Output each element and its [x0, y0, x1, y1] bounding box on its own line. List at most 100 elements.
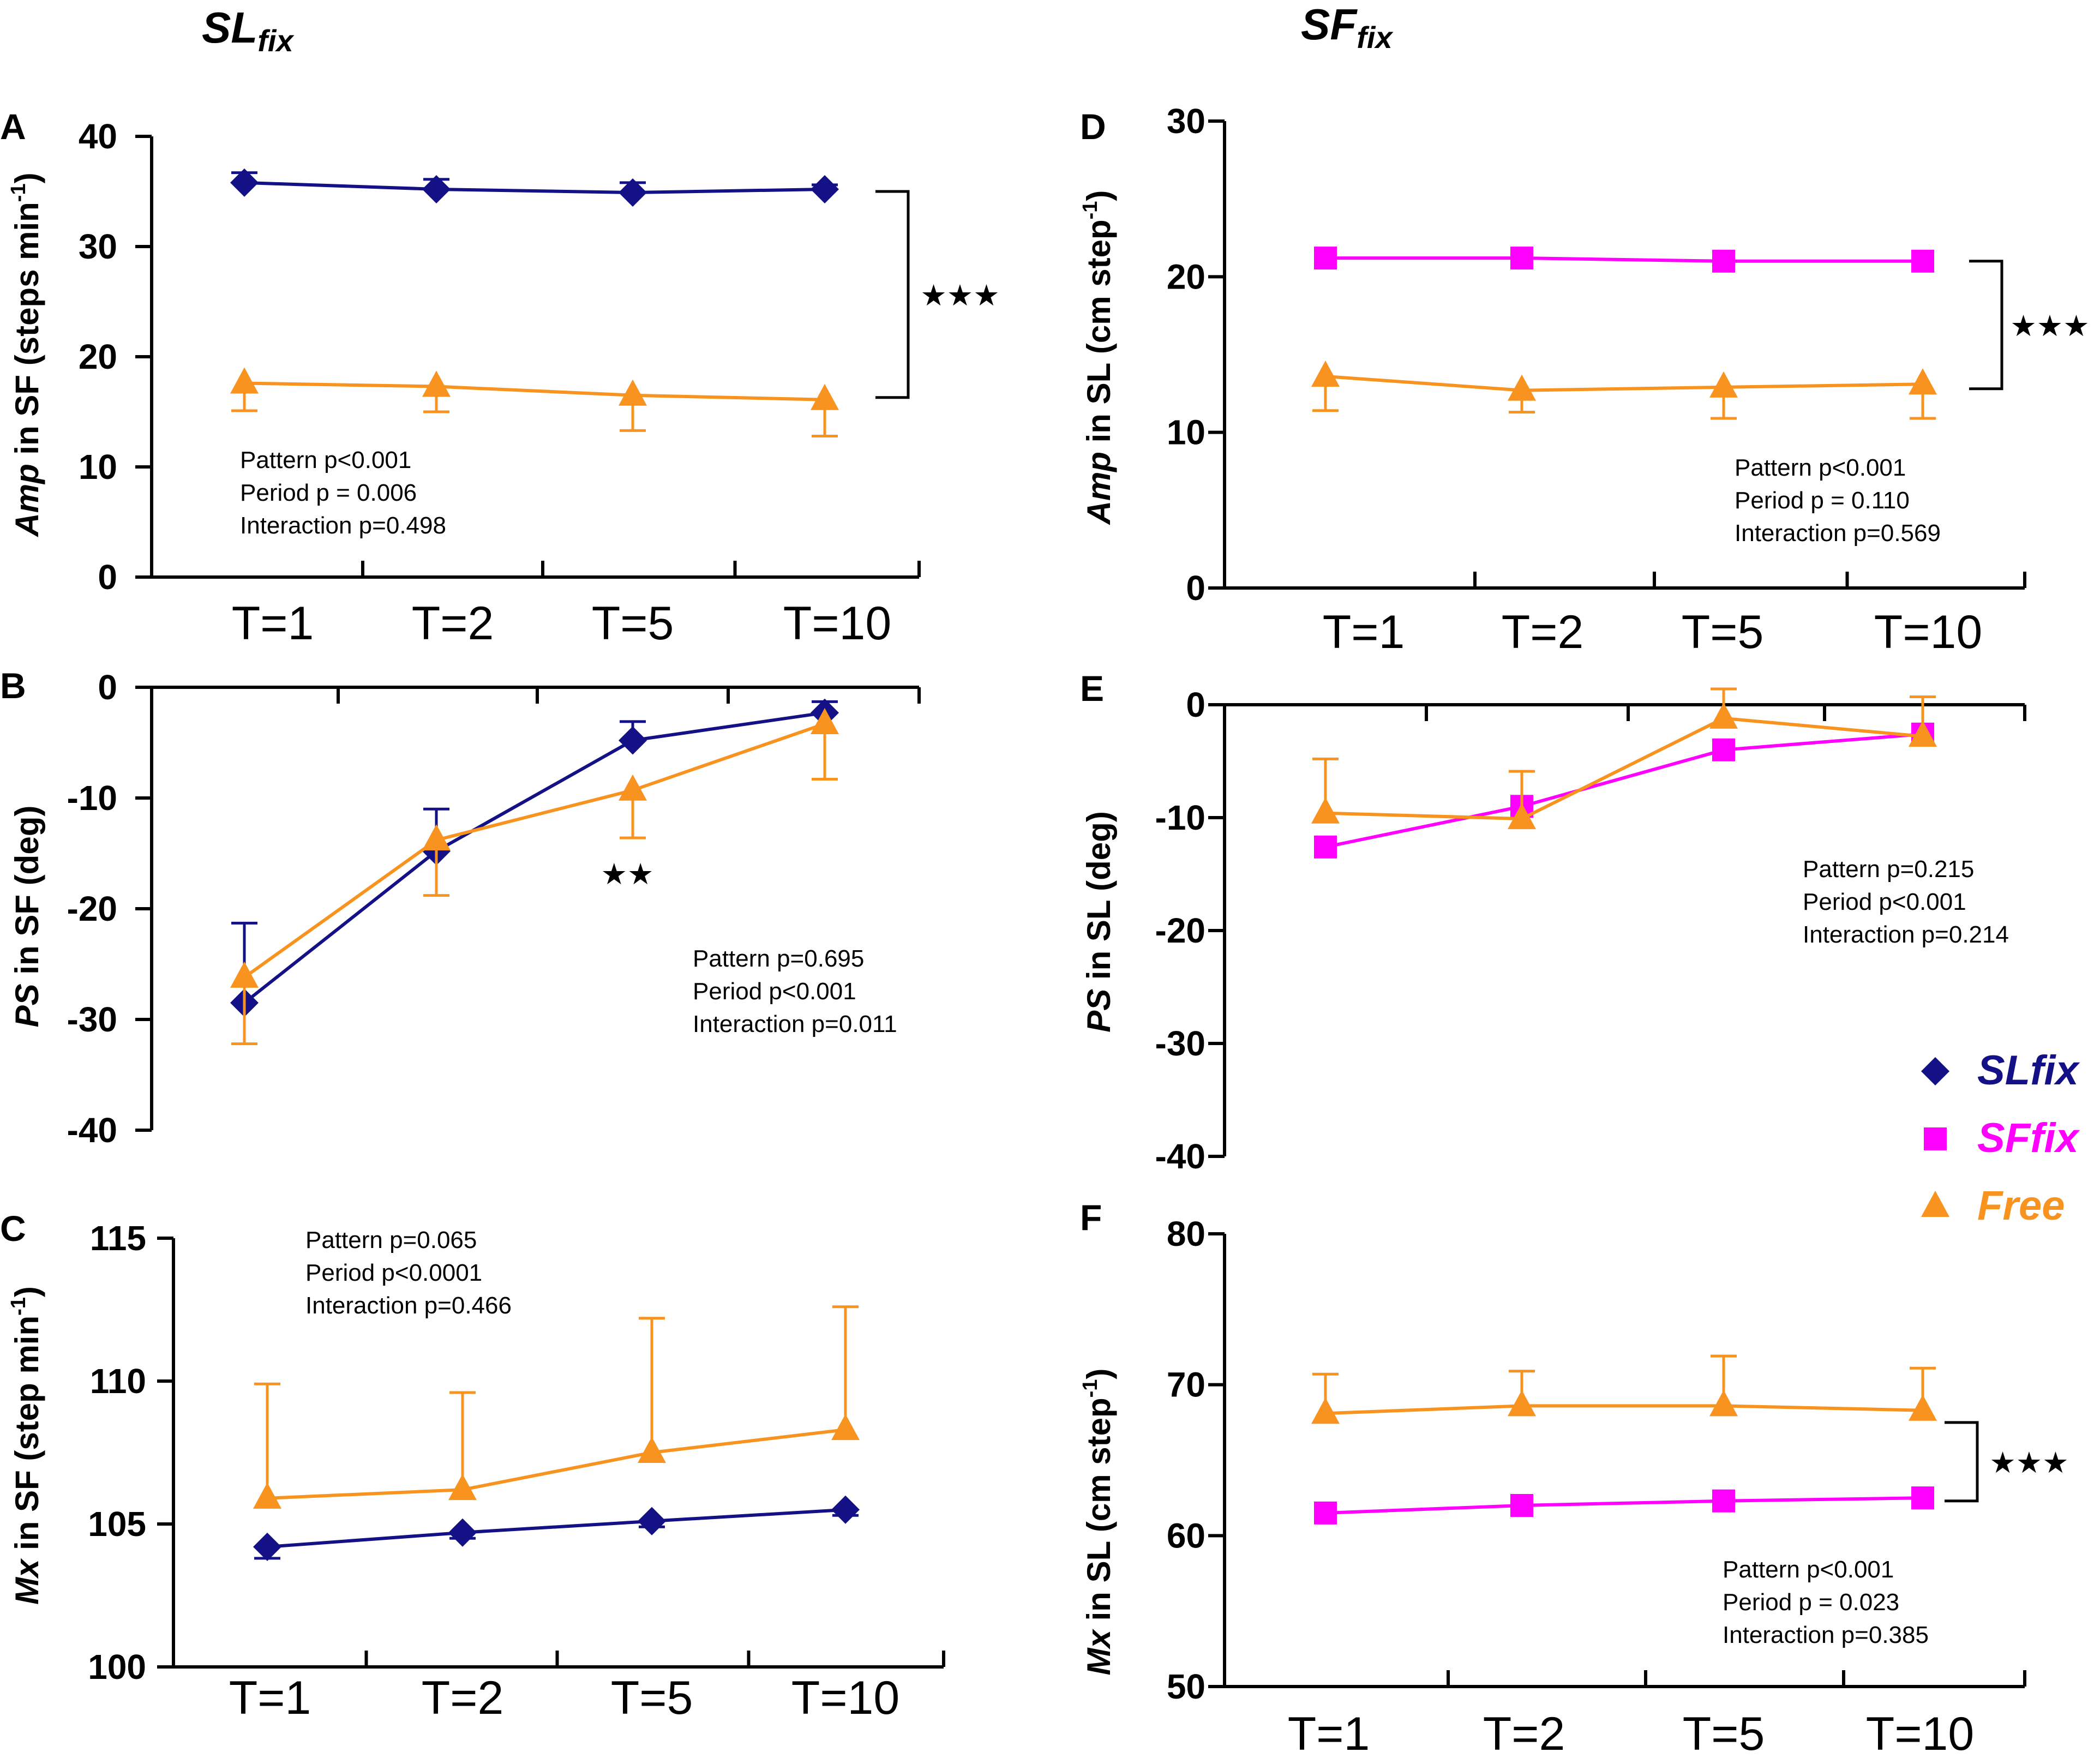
legend-label: Free — [1977, 1183, 2065, 1229]
stats-text: Pattern p<0.001 Period p = 0.023 Interacti… — [1723, 1556, 1929, 1648]
y-tick-label: 115 — [90, 1219, 146, 1258]
series-line — [244, 381, 825, 401]
series-line — [1325, 256, 1923, 263]
y-tick-label: -10 — [1155, 798, 1206, 837]
series-sffix — [1314, 722, 1934, 859]
panel-d: D 0 10 20 30 T=1 T=2 T=5 T=10 Amp in SL (cm step-… — [1079, 101, 2090, 658]
data-point — [448, 1474, 477, 1501]
y-axis-label: PS in SL (deg) — [1081, 811, 1117, 1033]
series-slfix — [253, 1495, 860, 1561]
column-title: SFfix — [1301, 0, 1394, 55]
stats-text: Pattern p<0.001 Period p = 0.110 Interacti… — [1735, 454, 1941, 547]
data-point — [811, 175, 839, 203]
y-tick-label: 80 — [1167, 1214, 1205, 1253]
data-point — [1311, 1397, 1340, 1424]
data-point — [230, 168, 259, 197]
y-tick-label: 10 — [79, 447, 117, 487]
data-point — [831, 1414, 860, 1441]
data-point — [230, 961, 259, 988]
x-tick-label: T=5 — [592, 597, 674, 650]
data-point — [1909, 368, 1937, 395]
x-tick-label: T=10 — [783, 597, 891, 650]
y-tick-label: 10 — [1167, 413, 1205, 452]
panel-b: B 0 -10 -20 -30 -40 PS in SF (deg) Pattern p=0.… — [0, 665, 921, 1150]
panel-letter: C — [0, 1208, 26, 1249]
panel-c: C 100 105 110 115 T=1 T=2 T=5 T=10 Mx in SF (step… — [0, 1208, 945, 1724]
panel-letter: A — [0, 106, 26, 147]
y-axis-label: Mx in SF (step min-1) — [7, 1286, 45, 1605]
y-tick-label: 0 — [1186, 685, 1205, 724]
panel-letter: F — [1080, 1197, 1102, 1238]
series-free — [253, 1305, 860, 1509]
x-tick-label: T=10 — [1866, 1708, 1974, 1760]
legend: SLfix SFfix Free — [1921, 1047, 2080, 1229]
data-point — [1314, 1501, 1337, 1525]
data-point — [1508, 374, 1536, 401]
series-sffix — [1314, 1486, 1934, 1525]
data-point — [422, 370, 451, 397]
y-tick-label: -10 — [67, 778, 118, 818]
legend-item-slfix: SLfix — [1921, 1047, 2080, 1094]
series-slfix — [230, 168, 839, 207]
data-point — [1311, 797, 1340, 824]
x-tick-label: T=2 — [1483, 1708, 1565, 1760]
data-point — [619, 178, 647, 207]
series-free — [1311, 360, 1937, 420]
panel-letter: E — [1080, 668, 1104, 709]
data-point — [1911, 1486, 1934, 1510]
data-point — [1314, 247, 1337, 270]
stats-text: Pattern p=0.215 Period p<0.001 Interaction… — [1803, 856, 2009, 948]
data-point — [1510, 247, 1533, 270]
x-tick-label: T=1 — [229, 1672, 311, 1724]
series-line — [1325, 1496, 1923, 1515]
x-tick-label: T=2 — [422, 1672, 504, 1724]
y-tick-label: -40 — [1155, 1137, 1206, 1176]
column-titles: SLfix SFfix — [202, 0, 1394, 58]
y-tick-label: -30 — [1155, 1024, 1206, 1063]
y-tick-label: -20 — [67, 889, 118, 928]
y-axis-label: Amp in SL (cm step-1) — [1079, 190, 1117, 526]
data-point — [619, 774, 647, 801]
x-tick-label: T=5 — [1682, 606, 1764, 658]
y-axis-label: Mx in SL (cm step-1) — [1079, 1369, 1117, 1676]
y-tick-label: 110 — [90, 1361, 146, 1401]
y-tick-label: 40 — [79, 117, 117, 156]
y-tick-label: 20 — [1167, 257, 1205, 296]
x-tick-label: T=1 — [1288, 1708, 1370, 1760]
x-tick-label: T=10 — [1874, 606, 1982, 658]
stats-text: Pattern p<0.001 Period p = 0.006 Interacti… — [240, 447, 446, 539]
data-point — [1508, 1390, 1536, 1417]
series-line — [267, 1428, 846, 1500]
y-tick-label: 0 — [98, 668, 117, 707]
series-line — [243, 722, 825, 979]
x-tick-label: T=5 — [611, 1672, 693, 1724]
significance-stars: ★★★ — [920, 278, 999, 313]
y-tick-label: 100 — [88, 1647, 146, 1687]
y-tick-label: -40 — [67, 1111, 118, 1150]
data-point — [448, 1518, 477, 1547]
panel-a: A 0 10 20 30 40 T=1 T=2 T=5 T=10 Amp in SF (steps … — [0, 106, 1000, 650]
y-axis-label: Amp in SF (steps min-1) — [7, 172, 45, 537]
significance-bracket — [1969, 260, 2003, 391]
series-line — [244, 181, 825, 195]
y-tick-label: -30 — [67, 1000, 118, 1039]
data-point — [422, 824, 451, 851]
data-point — [253, 1532, 281, 1561]
data-point — [1909, 1394, 1937, 1421]
series-line — [1325, 1404, 1923, 1415]
legend-item-sffix: SFfix — [1924, 1115, 2080, 1161]
y-tick-label: 50 — [1167, 1667, 1205, 1706]
legend-label: SLfix — [1977, 1047, 2080, 1094]
series-free — [1311, 687, 1937, 830]
data-point — [422, 175, 451, 203]
column-title: SLfix — [202, 3, 295, 58]
x-tick-label: T=5 — [1683, 1708, 1765, 1760]
significance-bracket — [1945, 1421, 1979, 1503]
legend-marker — [1921, 1057, 1949, 1085]
x-tick-label: T=2 — [1502, 606, 1584, 658]
y-tick-label: -20 — [1155, 911, 1206, 950]
data-point — [1311, 360, 1340, 387]
legend-label: SFfix — [1977, 1115, 2080, 1161]
data-point — [1709, 1390, 1738, 1417]
